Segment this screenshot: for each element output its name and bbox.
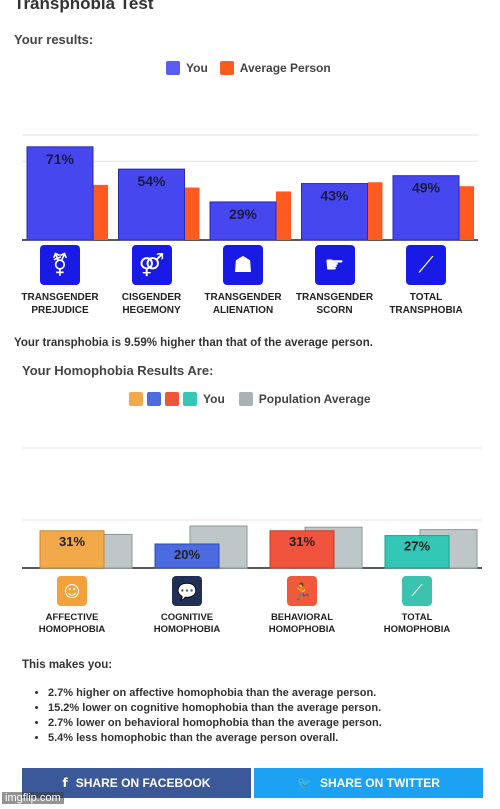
makes-you-heading: This makes you:: [22, 659, 113, 671]
bar-average: [367, 182, 383, 240]
imgflip-watermark: imgflip.com: [2, 792, 64, 804]
category-item: ☛ TRANSGENDER SCORN: [287, 245, 383, 317]
total-graph-icon: ⟋: [406, 245, 446, 285]
running-person-icon: 🏃: [287, 576, 317, 606]
category-label: AFFECTIVE HOMOPHOBIA: [38, 612, 106, 635]
legend-average: Average Person: [219, 61, 331, 75]
bar-you: [269, 530, 335, 569]
bar-you: [301, 183, 368, 241]
share-facebook-label: SHARE ON FACEBOOK: [75, 776, 211, 790]
bar-label: 31%: [289, 534, 315, 549]
category-item: 💬 COGNITIVE HOMOPHOBIA: [132, 576, 242, 636]
legend-pop-swatch: [238, 392, 253, 406]
share-twitter-button[interactable]: 🐦 SHARE ON TWITTER: [254, 768, 483, 798]
category-item: ⚤ CISGENDER HEGEMONY: [104, 245, 200, 317]
category-item: 🏃 BEHAVIORAL HOMOPHOBIA: [247, 576, 357, 636]
isolated-person-icon: ☗: [223, 245, 263, 285]
legend-affective-swatch: [129, 392, 143, 406]
legend-average-swatch: [219, 61, 234, 75]
legend2-you-label: You: [203, 392, 225, 406]
bullet-item: 2.7% lower on behavioral homophobia than…: [48, 716, 382, 731]
cisgender-symbol-icon: ⚤: [131, 245, 172, 285]
legend-cognitive-swatch: [147, 392, 161, 406]
bar-label: 27%: [404, 539, 430, 554]
share-twitter-label: SHARE ON TWITTER: [319, 776, 440, 790]
transphobia-chart: 71% 54% 29% 43% 49%: [22, 134, 478, 241]
category-label: TRANSGENDER SCORN: [295, 292, 374, 316]
category-item: ☗ TRANSGENDER ALIENATION: [195, 245, 291, 317]
bullet-item: 15.2% lower on cognitive homophobia than…: [48, 701, 382, 716]
transphobia-summary: Your transphobia is 9.59% higher than th…: [14, 337, 373, 349]
page-title: Transphobia Test: [14, 0, 154, 13]
bar-label: 49%: [412, 180, 441, 196]
bar-average: [459, 186, 474, 240]
bar-you: [26, 146, 94, 241]
category-label: CISGENDER HEGEMONY: [121, 292, 182, 316]
pointing-hand-icon: ☛: [314, 245, 355, 285]
bar-you: [384, 535, 450, 569]
legend-behavioral-swatch: [165, 392, 179, 406]
bar-label: 20%: [174, 547, 200, 562]
legend2-pop-label: Population Average: [258, 392, 371, 406]
category-label: TOTAL HOMOPHOBIA: [383, 612, 451, 635]
bullet-item: 2.7% higher on affective homophobia than…: [48, 686, 382, 701]
category-item: ⚧ TRANSGENDER PREJUDICE: [12, 245, 108, 317]
total-graph-icon: ⟋: [402, 576, 432, 606]
category-label: BEHAVIORAL HOMOPHOBIA: [268, 612, 336, 635]
bar-you: [118, 168, 185, 241]
share-facebook-button[interactable]: f SHARE ON FACEBOOK: [22, 768, 251, 798]
category-label: COGNITIVE HOMOPHOBIA: [153, 612, 221, 635]
homophobia-heading: Your Homophobia Results Are:: [22, 363, 214, 378]
homophobia-chart: 31% 20% 31% 27%: [22, 447, 482, 569]
category-label: TRANSGENDER PREJUDICE: [21, 292, 99, 316]
legend-average-label: Average Person: [239, 61, 331, 75]
bar-you: [392, 175, 460, 241]
bar-label: 71%: [46, 151, 75, 167]
chart2-legend: You Population Average: [129, 392, 371, 406]
legend-you-label: You: [186, 61, 208, 75]
bar-you: [209, 201, 277, 241]
chart1-legend: You Average Person: [166, 61, 343, 75]
thought-bubble-icon: 💬: [172, 576, 202, 606]
category-item: ☺ AFFECTIVE HOMOPHOBIA: [17, 576, 127, 636]
category-label: TOTAL TRANSPHOBIA: [389, 292, 463, 316]
category-label: TRANSGENDER ALIENATION: [204, 292, 282, 316]
bar-average: [184, 187, 200, 240]
bar-label: 31%: [59, 534, 85, 549]
legend-you: You: [166, 61, 208, 75]
transgender-symbol-icon: ⚧: [40, 245, 80, 285]
bar-label: 29%: [229, 206, 258, 222]
twitter-icon: 🐦: [297, 776, 312, 790]
bar-you: [39, 530, 105, 569]
bar-label: 54%: [137, 173, 166, 189]
mask-icon: ☺: [57, 576, 87, 606]
bar-average: [93, 184, 108, 240]
bullet-item: 5.4% less homophobic than the average pe…: [48, 731, 382, 746]
bar-label: 43%: [320, 188, 349, 204]
legend-you-swatch: [166, 61, 180, 75]
bar-you: [154, 543, 220, 569]
results-heading: Your results:: [14, 32, 94, 47]
facebook-icon: f: [62, 776, 68, 790]
category-item: ⟋ TOTAL TRANSPHOBIA: [378, 245, 474, 317]
category-item: ⟋ TOTAL HOMOPHOBIA: [362, 576, 472, 636]
bar-average: [276, 191, 291, 240]
result-bullets: 2.7% higher on affective homophobia than…: [48, 686, 382, 746]
legend-total-swatch: [183, 392, 197, 406]
